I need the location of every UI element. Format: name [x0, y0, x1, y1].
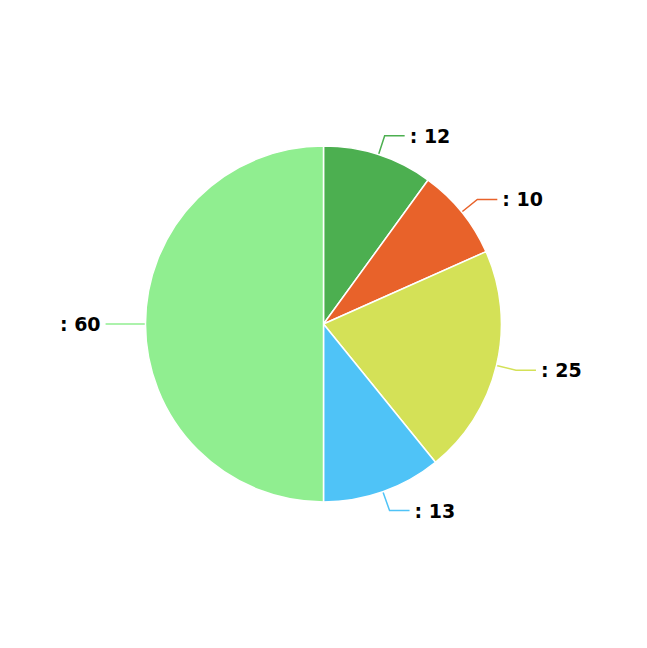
svg-text:: 10: : 10: [502, 188, 543, 210]
svg-text:: 13: : 13: [415, 500, 456, 522]
svg-text:: 25: : 25: [541, 359, 582, 381]
svg-text:: 60: : 60: [60, 313, 101, 335]
svg-text:: 12: : 12: [410, 125, 451, 147]
